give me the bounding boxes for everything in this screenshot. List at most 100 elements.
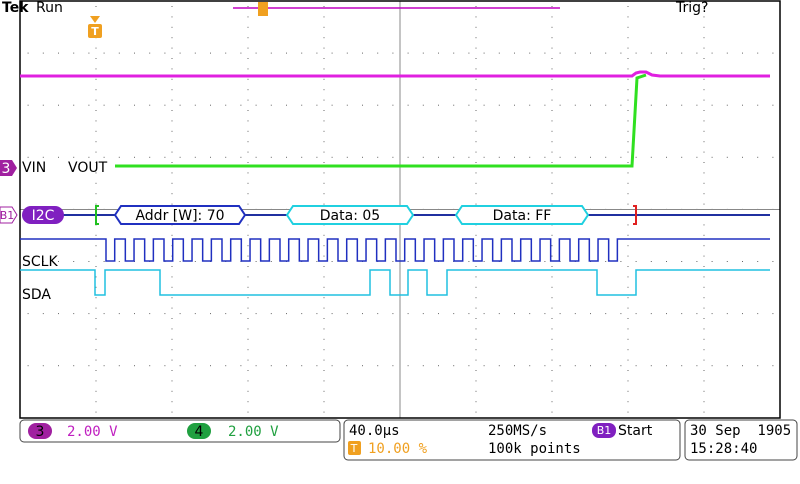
grid-dot <box>73 365 75 367</box>
grid-dot <box>696 261 698 262</box>
grid-dot <box>635 156 637 158</box>
grid-dot <box>475 193 477 195</box>
grid-dot <box>270 156 272 158</box>
grid-dot <box>703 390 705 392</box>
grid-dot <box>620 104 622 106</box>
grid-dot <box>627 110 629 111</box>
grid-dot <box>620 365 622 367</box>
grid-dot <box>247 16 249 18</box>
grid-dot <box>703 182 705 184</box>
grid-dot <box>757 261 759 262</box>
grid-dot <box>703 276 705 278</box>
grid-dot <box>475 234 477 236</box>
grid-dot <box>627 234 629 236</box>
trigger-marker-label: T <box>91 25 99 38</box>
grid-dot <box>559 365 561 367</box>
grid-dot <box>323 286 325 288</box>
grid-dot <box>681 313 683 315</box>
grid-dot <box>323 120 325 122</box>
grid-dot <box>103 313 105 315</box>
grid-dot <box>27 104 29 106</box>
ch3-waveform <box>20 70 770 78</box>
ch3-scale[interactable]: 2.00 V <box>67 424 118 440</box>
grid-dot <box>42 313 44 315</box>
trigger-type[interactable]: Start <box>618 423 653 439</box>
record-length[interactable]: 100k points <box>488 441 581 457</box>
grid-dot <box>247 297 249 299</box>
grid-dot <box>362 365 363 367</box>
grid-dot <box>194 156 196 158</box>
grid-dot <box>438 156 439 158</box>
grid-dot <box>247 110 249 111</box>
grid-dot <box>95 110 97 111</box>
grid-dot <box>134 156 135 158</box>
grid-dot <box>95 380 97 382</box>
grid-dot <box>407 313 409 315</box>
grid-dot <box>247 6 249 7</box>
grid-dot <box>247 99 249 101</box>
grid-dot <box>58 52 59 54</box>
grid-dot <box>574 365 576 367</box>
grid-dot <box>134 104 135 106</box>
grid-dot <box>438 52 439 54</box>
grid-dot <box>627 6 629 7</box>
grid-dot <box>247 172 249 174</box>
grid-dot <box>331 365 333 367</box>
grid-dot <box>635 313 637 315</box>
grid-dot <box>323 359 325 361</box>
ch3-badge[interactable] <box>28 423 52 439</box>
trigger-position[interactable]: 10.00 % <box>368 441 428 457</box>
grid-dot <box>247 338 249 340</box>
grid-dot <box>377 52 379 54</box>
grid-dot <box>590 156 591 158</box>
grid-dot <box>742 52 743 54</box>
grid-dot <box>627 16 629 18</box>
trigger-source-badge[interactable] <box>592 423 616 438</box>
grid-dot <box>118 261 120 262</box>
grid-dot <box>726 52 728 54</box>
grid-dot <box>703 349 705 351</box>
grid-dot <box>475 141 477 143</box>
ch4-badge[interactable] <box>187 423 211 439</box>
grid-dot <box>225 365 227 367</box>
grid-dot <box>247 162 249 163</box>
grid-dot <box>95 349 97 351</box>
grid-dot <box>551 266 553 267</box>
grid-dot <box>103 365 105 367</box>
grid-dot <box>544 365 546 367</box>
grid-dot <box>551 307 553 309</box>
grid-dot <box>286 313 287 315</box>
grid-dot <box>529 261 531 262</box>
grid-dot <box>323 47 325 49</box>
grid-dot <box>627 162 629 163</box>
grid-dot <box>551 58 553 59</box>
grid-dot <box>95 245 97 247</box>
grid-dot <box>95 338 97 340</box>
grid-dot <box>627 380 629 382</box>
grid-dot <box>88 261 90 262</box>
grid-dot <box>627 286 629 288</box>
grid-dot <box>323 68 325 70</box>
grid-dot <box>331 313 333 315</box>
ch4-scale[interactable]: 2.00 V <box>228 424 279 440</box>
grid-dot <box>627 401 629 403</box>
grid-dot <box>95 172 97 174</box>
grid-dot <box>711 261 713 262</box>
grid-dot <box>95 130 97 132</box>
timebase[interactable]: 40.0µs <box>349 423 400 439</box>
grid-dot <box>475 6 477 7</box>
grid-dot <box>529 313 531 315</box>
grid-dot <box>323 328 325 330</box>
grid-dot <box>171 151 173 153</box>
grid-dot <box>475 47 477 49</box>
grid-dot <box>483 156 485 158</box>
grid-dot <box>483 104 485 106</box>
grid-dot <box>194 313 196 315</box>
grid-dot <box>95 255 97 257</box>
grid-dot <box>323 338 325 340</box>
grid-dot <box>323 26 325 28</box>
grid-dot <box>696 52 698 54</box>
grid-dot <box>627 359 629 361</box>
grid-dot <box>247 58 249 59</box>
grid-dot <box>331 261 333 262</box>
